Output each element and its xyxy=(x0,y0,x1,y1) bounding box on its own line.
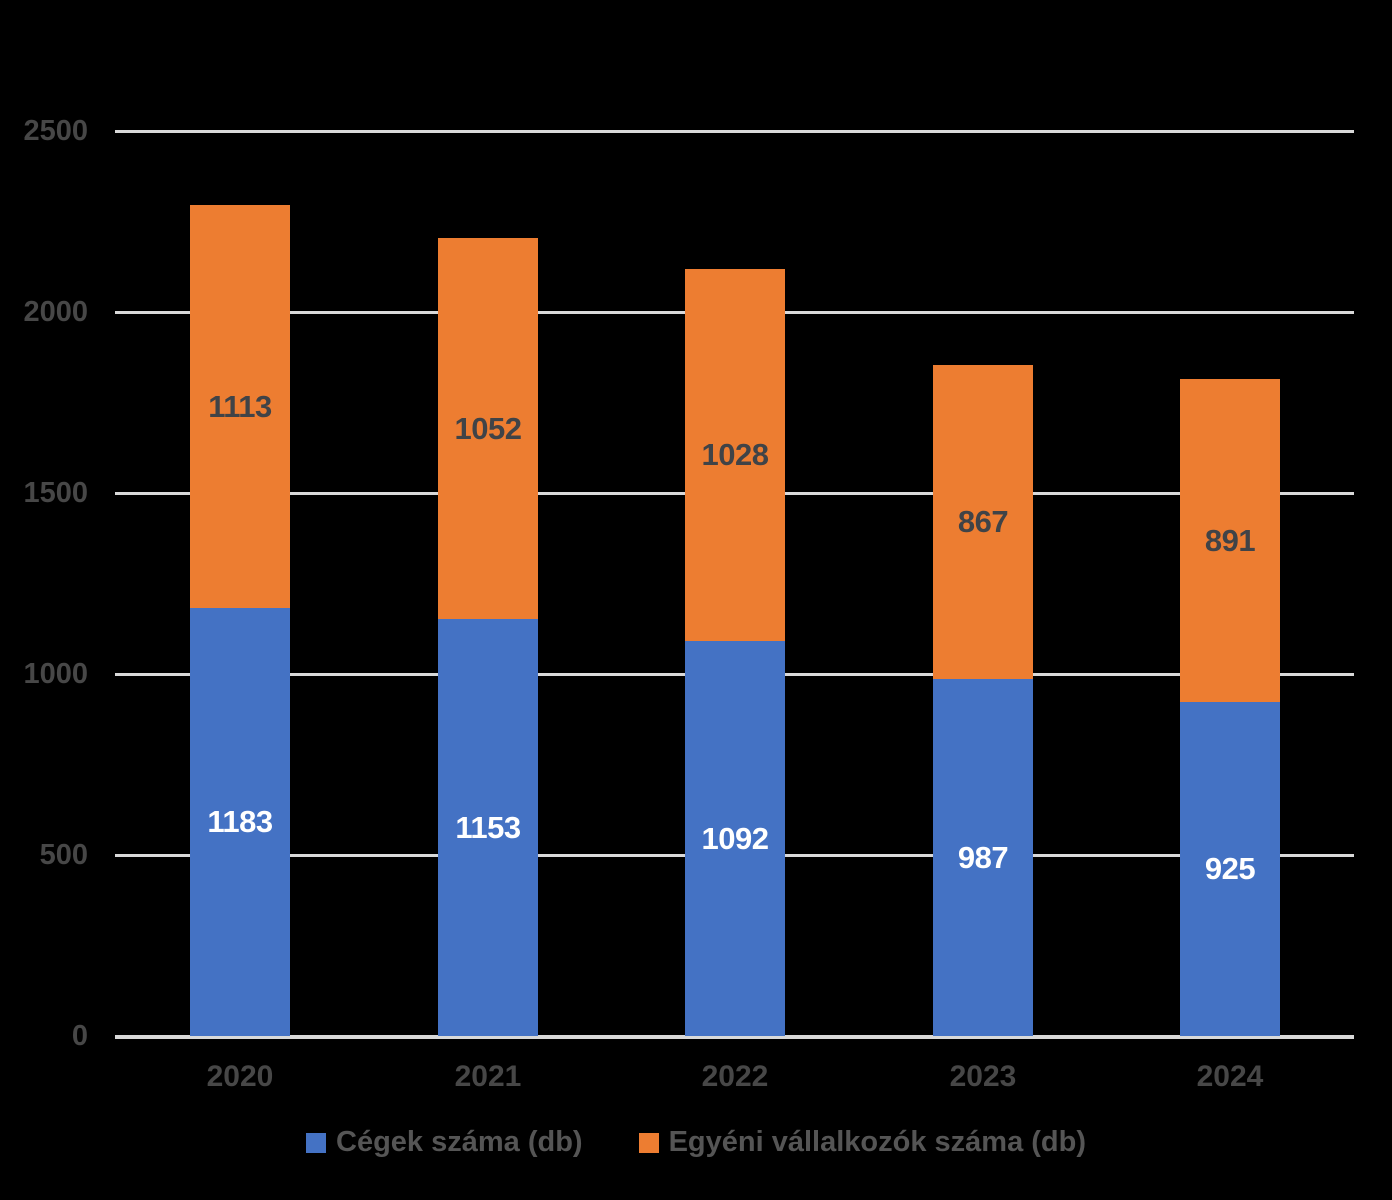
legend-item: Egyéni vállalkozók száma (db) xyxy=(638,1126,1086,1159)
x-axis-line xyxy=(115,1035,1354,1039)
bar-segment: 1153 xyxy=(438,619,538,1036)
x-axis-label: 2021 xyxy=(454,1060,522,1093)
y-axis-tick-label: 500 xyxy=(39,839,88,871)
bar-segment: 925 xyxy=(1180,701,1280,1036)
bar-segment: 1028 xyxy=(685,269,785,641)
x-axis-label: 2020 xyxy=(206,1060,274,1093)
bar-segment: 867 xyxy=(933,365,1033,679)
bar-value-label: 1153 xyxy=(455,809,521,845)
bar-segment: 1113 xyxy=(190,205,290,608)
legend-swatch-icon xyxy=(306,1132,326,1153)
bar-segment: 1183 xyxy=(190,608,290,1036)
x-axis-label: 2023 xyxy=(949,1060,1017,1093)
bar-value-label: 1113 xyxy=(208,388,272,424)
legend-swatch-icon xyxy=(638,1132,659,1153)
bar-segment: 1052 xyxy=(438,238,538,619)
bar-value-label: 867 xyxy=(957,504,1009,539)
gridline xyxy=(115,130,1354,133)
y-axis-tick-label: 1500 xyxy=(23,477,88,509)
y-axis-tick-label: 0 xyxy=(71,1020,88,1052)
bar-segment: 987 xyxy=(933,679,1033,1036)
bar-value-label: 1052 xyxy=(454,410,522,446)
bar-value-label: 1028 xyxy=(701,437,769,472)
legend: Cégek száma (db) Egyéni vállalkozók száma… xyxy=(0,1126,1392,1159)
bar-value-label: 891 xyxy=(1204,522,1256,558)
bar-segment: 891 xyxy=(1180,379,1280,702)
bar-value-label: 987 xyxy=(957,839,1009,875)
bar-value-label: 1183 xyxy=(207,804,273,839)
legend-label: Cégek száma (db) xyxy=(336,1126,583,1158)
y-axis-tick-label: 2000 xyxy=(23,296,88,328)
x-axis-label: 2024 xyxy=(1196,1060,1264,1093)
legend-item: Cégek száma (db) xyxy=(306,1126,583,1159)
legend-label: Egyéni vállalkozók száma (db) xyxy=(668,1126,1086,1158)
bar-value-label: 925 xyxy=(1204,850,1256,886)
y-axis-tick-label: 1000 xyxy=(23,658,88,690)
bar-value-label: 1092 xyxy=(701,820,769,856)
bar-segment: 1092 xyxy=(685,641,785,1036)
y-axis-tick-label: 2500 xyxy=(23,115,88,147)
x-axis-label: 2022 xyxy=(701,1060,769,1093)
